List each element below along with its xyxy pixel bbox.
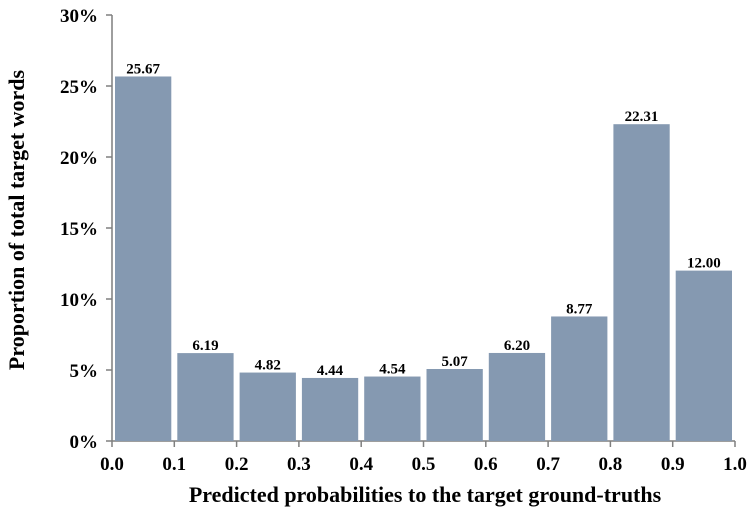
bar <box>551 316 608 441</box>
x-tick-label: 0.9 <box>661 454 685 475</box>
x-axis-title: Predicted probabilities to the target gr… <box>189 482 662 507</box>
y-tick-label: 30% <box>60 6 98 27</box>
x-tick-label: 0.3 <box>287 454 311 475</box>
data-label: 6.19 <box>192 338 218 354</box>
x-tick-label: 0.4 <box>349 454 373 475</box>
y-tick-label: 10% <box>60 290 98 311</box>
bar <box>115 76 172 442</box>
x-tick-label: 1.0 <box>723 454 747 475</box>
x-tick-label: 0.1 <box>162 454 186 475</box>
bar <box>239 372 296 441</box>
bar <box>301 377 359 441</box>
data-label: 4.82 <box>255 358 281 374</box>
y-axis-title: Proportion of total target words <box>4 69 29 370</box>
data-label: 5.07 <box>442 354 469 370</box>
data-label: 4.54 <box>379 362 406 378</box>
data-label: 8.77 <box>566 301 593 317</box>
x-tick-label: 0.5 <box>412 454 436 475</box>
data-label: 4.44 <box>317 363 344 379</box>
bar <box>364 376 421 441</box>
x-tick-label: 0.8 <box>599 454 623 475</box>
y-tick-label: 5% <box>70 361 99 382</box>
y-axis: 0% 5% 10% 15% 20% 25% 30% <box>60 6 113 453</box>
y-tick-label: 25% <box>60 77 98 98</box>
bars <box>115 76 732 442</box>
y-tick-label: 20% <box>60 148 98 169</box>
bar <box>613 124 670 441</box>
bar <box>675 270 732 441</box>
bar <box>488 352 546 441</box>
data-label: 25.67 <box>126 61 160 77</box>
y-tick-label: 0% <box>70 432 99 453</box>
data-label: 6.20 <box>504 338 530 354</box>
bar <box>426 369 483 441</box>
x-tick-label: 0.2 <box>225 454 249 475</box>
bar <box>177 353 234 441</box>
x-tick-label: 0.0 <box>100 454 124 475</box>
data-label: 22.31 <box>625 109 659 125</box>
data-labels: 25.67 6.19 4.82 4.44 4.54 5.07 6.20 8.77 22.31 12… <box>126 61 720 378</box>
x-tick-label: 0.7 <box>536 454 560 475</box>
data-label: 12.00 <box>687 256 721 272</box>
x-axis: 0.0 0.1 0.2 0.3 0.4 0.5 0.6 0.7 0.8 0.9 1.0 <box>100 440 747 475</box>
y-tick-label: 15% <box>60 219 98 240</box>
x-tick-label: 0.6 <box>474 454 498 475</box>
